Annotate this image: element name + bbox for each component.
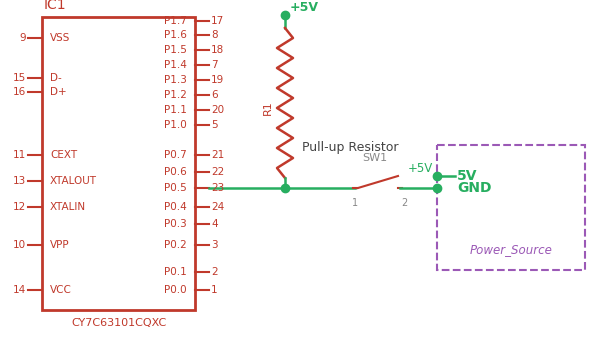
Text: 13: 13 <box>13 176 26 186</box>
Text: SW1: SW1 <box>362 153 388 163</box>
Text: P1.4: P1.4 <box>164 60 187 70</box>
Text: CY7C63101CQXC: CY7C63101CQXC <box>71 318 167 328</box>
Text: P1.5: P1.5 <box>164 45 187 55</box>
Text: 2: 2 <box>401 198 407 208</box>
Text: 18: 18 <box>211 45 224 55</box>
Text: P0.0: P0.0 <box>164 285 187 295</box>
Bar <box>42 17 195 310</box>
Text: Pull-up Resistor: Pull-up Resistor <box>302 141 398 154</box>
Text: P0.2: P0.2 <box>164 240 187 250</box>
Text: 20: 20 <box>211 105 224 115</box>
Text: P0.1: P0.1 <box>164 267 187 277</box>
Text: VSS: VSS <box>50 33 70 43</box>
Text: 1: 1 <box>211 285 218 295</box>
Text: P1.7: P1.7 <box>164 16 187 26</box>
Text: P0.3: P0.3 <box>164 219 187 229</box>
Text: 5V: 5V <box>457 169 478 183</box>
Text: 9: 9 <box>19 33 26 43</box>
Text: P1.0: P1.0 <box>164 120 187 130</box>
Text: Power_Source: Power_Source <box>470 244 553 257</box>
Text: P1.3: P1.3 <box>164 75 187 85</box>
Text: P0.4: P0.4 <box>164 202 187 212</box>
Text: 3: 3 <box>211 240 218 250</box>
Text: P1.1: P1.1 <box>164 105 187 115</box>
Text: P0.7: P0.7 <box>164 150 187 160</box>
Bar <box>437 145 585 270</box>
Text: 17: 17 <box>211 16 224 26</box>
Text: R1: R1 <box>263 101 273 115</box>
Text: P1.6: P1.6 <box>164 30 187 40</box>
Text: 7: 7 <box>211 60 218 70</box>
Text: 23: 23 <box>211 183 224 193</box>
Text: 24: 24 <box>211 202 224 212</box>
Text: 14: 14 <box>13 285 26 295</box>
Text: IC1: IC1 <box>44 0 67 12</box>
Text: 6: 6 <box>211 90 218 100</box>
Text: 1: 1 <box>352 198 358 208</box>
Text: 15: 15 <box>13 73 26 83</box>
Text: CEXT: CEXT <box>50 150 77 160</box>
Text: 10: 10 <box>13 240 26 250</box>
Text: 8: 8 <box>211 30 218 40</box>
Text: 5: 5 <box>211 120 218 130</box>
Text: D-: D- <box>50 73 62 83</box>
Text: 12: 12 <box>13 202 26 212</box>
Text: +5V: +5V <box>290 1 319 14</box>
Text: D+: D+ <box>50 87 67 97</box>
Text: 19: 19 <box>211 75 224 85</box>
Text: P0.5: P0.5 <box>164 183 187 193</box>
Text: P1.2: P1.2 <box>164 90 187 100</box>
Text: 21: 21 <box>211 150 224 160</box>
Text: 11: 11 <box>13 150 26 160</box>
Text: VCC: VCC <box>50 285 72 295</box>
Text: 22: 22 <box>211 167 224 177</box>
Text: 4: 4 <box>211 219 218 229</box>
Text: +5V: +5V <box>408 161 433 174</box>
Text: 2: 2 <box>211 267 218 277</box>
Text: GND: GND <box>457 181 491 195</box>
Text: XTALIN: XTALIN <box>50 202 86 212</box>
Text: 16: 16 <box>13 87 26 97</box>
Text: XTALOUT: XTALOUT <box>50 176 97 186</box>
Text: VPP: VPP <box>50 240 70 250</box>
Text: P0.6: P0.6 <box>164 167 187 177</box>
